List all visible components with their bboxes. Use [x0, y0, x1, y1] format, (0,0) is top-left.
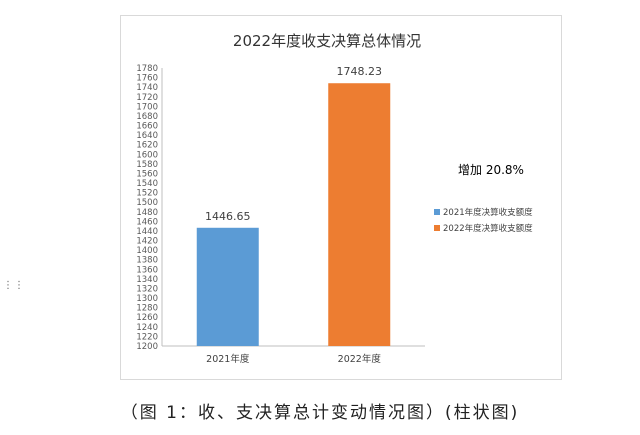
y-tick-label: 1440 — [136, 227, 158, 237]
bar-value-label: 1748.23 — [337, 65, 383, 78]
y-tick-label: 1400 — [136, 246, 158, 256]
chart-title: 2022年度收支决算总体情况 — [233, 32, 421, 50]
bar-1 — [196, 227, 259, 346]
y-tick-label: 1280 — [136, 304, 158, 314]
y-tick-label: 1220 — [136, 332, 158, 342]
drag-handle-icon[interactable]: ⋮⋮ — [3, 280, 25, 291]
y-tick-label: 1680 — [136, 112, 158, 122]
y-tick-label: 1600 — [136, 150, 158, 160]
x-tick-label: 2022年度 — [338, 353, 382, 365]
y-tick-label: 1240 — [136, 323, 158, 333]
x-tick-label: 2021年度 — [206, 353, 250, 365]
y-tick-label: 1340 — [136, 275, 158, 285]
legend-swatch — [434, 209, 440, 215]
legend-label: 2022年度决算收支额度 — [443, 223, 533, 234]
y-tick-label: 1520 — [136, 189, 158, 199]
chart-frame: 2022年度收支决算总体情况 1200 1220 1240 1260 1280 1300 1… — [120, 15, 562, 380]
bar-2 — [328, 83, 391, 346]
y-tick-label: 1760 — [136, 74, 158, 84]
y-tick-label: 1360 — [136, 265, 158, 275]
bar-chart: 2022年度收支决算总体情况 1200122012401260128013001… — [136, 32, 533, 365]
y-tick-label: 1720 — [136, 93, 158, 103]
y-tick-label: 1260 — [136, 313, 158, 323]
y-tick-label: 1480 — [136, 208, 158, 218]
y-tick-label: 1420 — [136, 237, 158, 247]
y-tick-label: 1740 — [136, 83, 158, 93]
figure-caption: （图 1：收、支决算总计变动情况图）(柱状图) — [120, 403, 520, 423]
y-tick-label: 1200 — [136, 342, 158, 352]
y-tick-label: 1780 — [136, 64, 158, 74]
legend-swatch — [434, 225, 440, 231]
y-tick-label: 1660 — [136, 122, 158, 132]
legend-label: 2021年度决算收支额度 — [443, 207, 533, 218]
y-tick-label: 1560 — [136, 169, 158, 179]
y-tick-label: 1700 — [136, 102, 158, 112]
bar-value-label: 1446.65 — [205, 210, 251, 223]
y-tick-label: 1620 — [136, 141, 158, 151]
y-tick-label: 1460 — [136, 217, 158, 227]
y-tick-label: 1300 — [136, 294, 158, 304]
y-tick-label: 1640 — [136, 131, 158, 141]
y-tick-label: 1320 — [136, 284, 158, 294]
change-annotation: 增加 20.8% — [458, 163, 524, 177]
y-tick-label: 1500 — [136, 198, 158, 208]
y-tick-label: 1540 — [136, 179, 158, 189]
y-tick-label: 1380 — [136, 256, 158, 266]
y-tick-label: 1580 — [136, 160, 158, 170]
